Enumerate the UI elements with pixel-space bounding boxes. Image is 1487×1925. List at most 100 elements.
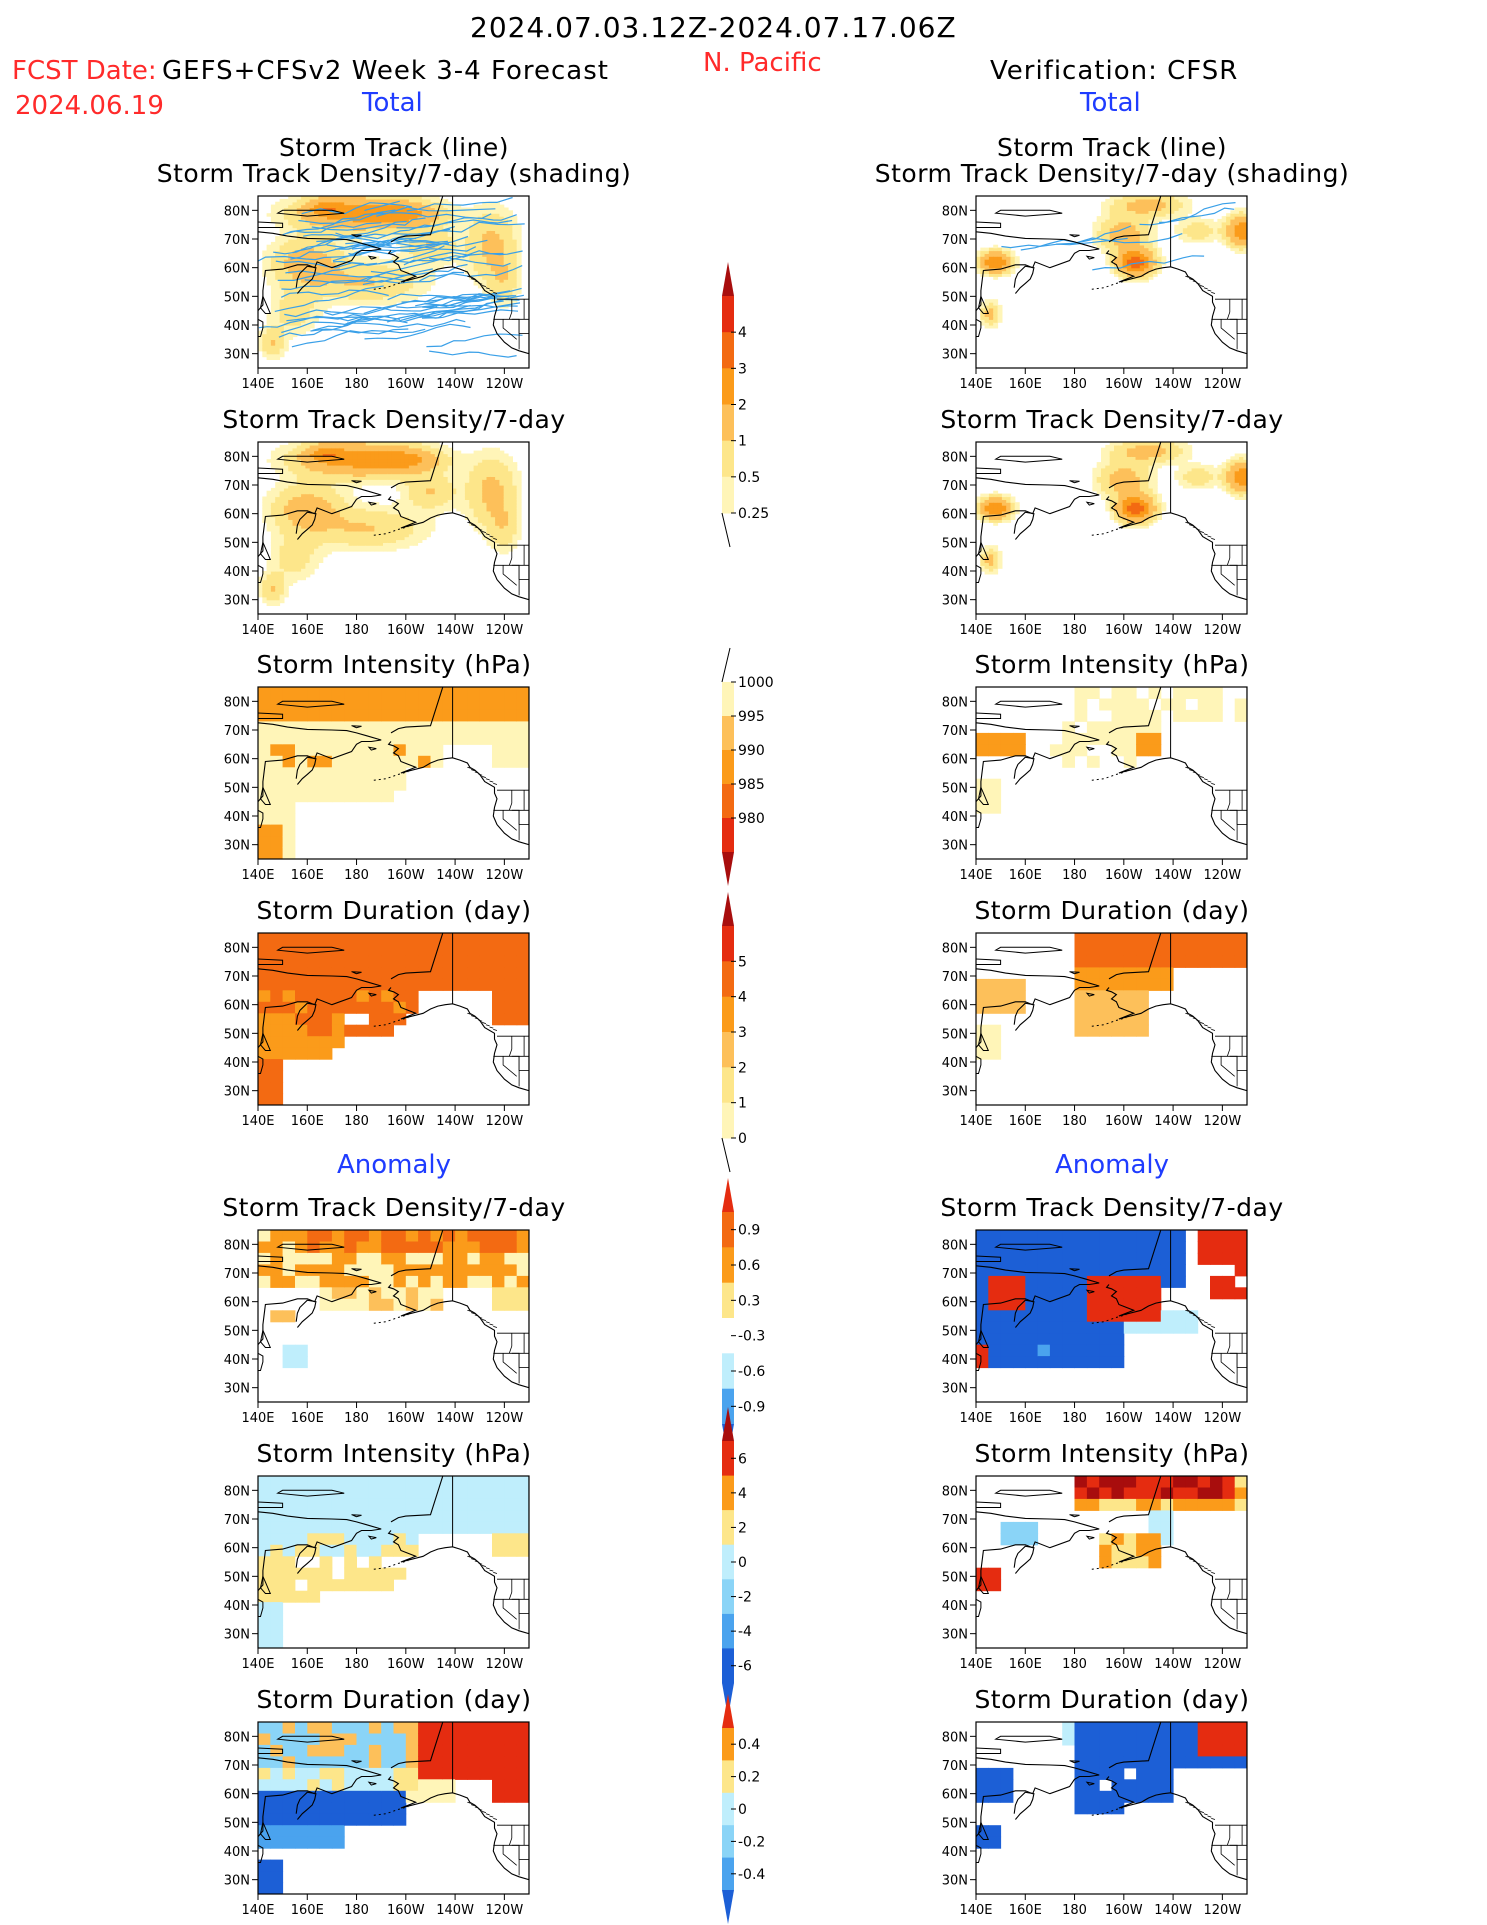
lat-tick-label: 30N bbox=[224, 839, 250, 854]
lat-tick-label: 60N bbox=[942, 999, 968, 1014]
lon-tick-label: 160E bbox=[1009, 1903, 1042, 1918]
lat-tick-label: 40N bbox=[224, 810, 250, 825]
lat-tick-label: 30N bbox=[942, 839, 968, 854]
lon-tick-label: 160W bbox=[1105, 868, 1143, 883]
lon-tick-label: 180 bbox=[1062, 1657, 1087, 1672]
lon-tick-label: 160W bbox=[1105, 1657, 1143, 1672]
lat-tick-label: 70N bbox=[224, 724, 250, 739]
region-title: N. Pacific bbox=[703, 48, 822, 78]
lon-tick-label: 160W bbox=[387, 623, 425, 638]
anomaly-label-right: Anomaly bbox=[1055, 1150, 1170, 1180]
lon-tick-label: 160W bbox=[1105, 377, 1143, 392]
lat-tick-label: 40N bbox=[224, 1056, 250, 1071]
colorbar-label: -6 bbox=[738, 1659, 752, 1675]
lat-tick-label: 80N bbox=[942, 1484, 968, 1499]
lat-tick-label: 50N bbox=[224, 781, 250, 796]
colorbar-label: 4 bbox=[738, 990, 747, 1006]
lon-tick-label: 160W bbox=[387, 1903, 425, 1918]
map-forecast-density-anomaly: 80N 70N 60N 50N 40N 30N 140E 160E 180 160W 140W 120… bbox=[224, 1229, 530, 1426]
lat-tick-label: 50N bbox=[942, 536, 968, 551]
title-r4: Storm Duration (day) bbox=[974, 896, 1250, 925]
lat-tick-label: 30N bbox=[224, 1382, 250, 1397]
lon-tick-label: 140E bbox=[241, 623, 274, 638]
anomaly-label-left: Anomaly bbox=[337, 1150, 452, 1180]
title-r5: Storm Track Density/7-day bbox=[940, 1193, 1284, 1222]
lat-tick-label: 70N bbox=[942, 1267, 968, 1282]
lat-tick-label: 60N bbox=[224, 1542, 250, 1557]
colorbar-label: 980 bbox=[738, 811, 765, 827]
lon-tick-label: 160W bbox=[1105, 1411, 1143, 1426]
lat-tick-label: 30N bbox=[224, 348, 250, 363]
verification-title: Verification: CFSR bbox=[990, 56, 1239, 86]
lon-tick-label: 180 bbox=[1062, 1411, 1087, 1426]
lat-tick-label: 30N bbox=[942, 594, 968, 609]
lon-tick-label: 180 bbox=[344, 1411, 369, 1426]
colorbar-duration-anomaly: 0.4 0.2 0 -0.2 -0.4 bbox=[722, 1694, 765, 1924]
lat-tick-label: 70N bbox=[224, 233, 250, 248]
lon-tick-label: 120W bbox=[1204, 1114, 1242, 1129]
lat-tick-label: 40N bbox=[224, 1845, 250, 1860]
lon-tick-label: 140W bbox=[436, 623, 474, 638]
lat-tick-label: 40N bbox=[224, 565, 250, 580]
lon-tick-label: 140W bbox=[1154, 1657, 1192, 1672]
lat-tick-label: 40N bbox=[224, 1599, 250, 1614]
colorbar-label: 0.25 bbox=[738, 506, 769, 522]
map-verification-intensity-anomaly: 80N 70N 60N 50N 40N 30N 140E 160E 180 160W 140W 120… bbox=[942, 1475, 1248, 1672]
lat-tick-label: 40N bbox=[942, 1599, 968, 1614]
lon-tick-label: 140W bbox=[436, 1903, 474, 1918]
title-l6: Storm Intensity (hPa) bbox=[256, 1439, 532, 1468]
lon-tick-label: 120W bbox=[486, 1114, 524, 1129]
fcst-date: 2024.06.19 bbox=[15, 91, 164, 121]
colorbar-label: 5 bbox=[738, 954, 747, 970]
map-forecast-duration: 80N 70N 60N 50N 40N 30N 140E 160E 180 160W 140W 120… bbox=[224, 932, 530, 1129]
lon-tick-label: 160E bbox=[291, 377, 324, 392]
lon-tick-label: 160E bbox=[291, 1657, 324, 1672]
lon-tick-label: 140E bbox=[241, 1411, 274, 1426]
lat-tick-label: 40N bbox=[942, 810, 968, 825]
lat-tick-label: 50N bbox=[224, 1570, 250, 1585]
title-l2: Storm Track Density/7-day bbox=[222, 405, 566, 434]
lat-tick-label: 70N bbox=[224, 479, 250, 494]
lat-tick-label: 60N bbox=[224, 753, 250, 768]
map-verification-duration-anomaly: 80N 70N 60N 50N 40N 30N 140E 160E 180 160W 140W 120… bbox=[942, 1721, 1248, 1918]
lon-tick-label: 140E bbox=[959, 1114, 992, 1129]
lat-tick-label: 70N bbox=[224, 1267, 250, 1282]
lon-tick-label: 140E bbox=[241, 1657, 274, 1672]
colorbar-label: -0.4 bbox=[738, 1867, 765, 1883]
colorbar-label: -2 bbox=[738, 1590, 752, 1606]
colorbar-intensity-anomaly: 6 4 2 0 -2 -4 -6 bbox=[722, 1407, 752, 1717]
colorbar-label: 2 bbox=[738, 1060, 747, 1076]
lat-tick-label: 50N bbox=[942, 1570, 968, 1585]
title-r7: Storm Duration (day) bbox=[974, 1685, 1250, 1714]
lon-tick-label: 140W bbox=[1154, 868, 1192, 883]
lon-tick-label: 180 bbox=[1062, 1114, 1087, 1129]
lon-tick-label: 120W bbox=[1204, 1657, 1242, 1672]
total-label-right: Total bbox=[1080, 88, 1141, 118]
lat-tick-label: 50N bbox=[942, 1816, 968, 1831]
lat-tick-label: 70N bbox=[942, 1513, 968, 1528]
lat-tick-label: 60N bbox=[224, 1788, 250, 1803]
map-verification-density: 80N 70N 60N 50N 40N 30N 140E 160E 180 160W 140W 120… bbox=[942, 441, 1248, 638]
colorbar-label: 0.3 bbox=[738, 1293, 760, 1309]
colorbar-label: 1 bbox=[738, 434, 747, 450]
lat-tick-label: 30N bbox=[224, 594, 250, 609]
lat-tick-label: 80N bbox=[224, 1238, 250, 1253]
title-r1-b: Storm Track Density/7-day (shading) bbox=[874, 159, 1350, 188]
map-verification-duration: 80N 70N 60N 50N 40N 30N 140E 160E 180 160W 140W 120… bbox=[942, 932, 1248, 1129]
lon-tick-label: 140W bbox=[1154, 1114, 1192, 1129]
colorbar-label: 0.2 bbox=[738, 1770, 760, 1786]
lat-tick-label: 60N bbox=[224, 999, 250, 1014]
lon-tick-label: 160E bbox=[291, 1114, 324, 1129]
lon-tick-label: 160E bbox=[1009, 1411, 1042, 1426]
title-l5: Storm Track Density/7-day bbox=[222, 1193, 566, 1222]
map-forecast-track: 80N 70N 60N 50N 40N 30N 140E 160E 180 160W 140W 120… bbox=[224, 195, 530, 392]
lat-tick-label: 30N bbox=[224, 1874, 250, 1889]
lon-tick-label: 180 bbox=[1062, 623, 1087, 638]
lon-tick-label: 140E bbox=[959, 868, 992, 883]
lon-tick-label: 140E bbox=[241, 377, 274, 392]
lat-tick-label: 80N bbox=[224, 695, 250, 710]
lon-tick-label: 120W bbox=[1204, 1411, 1242, 1426]
title-l4: Storm Duration (day) bbox=[256, 896, 532, 925]
lat-tick-label: 60N bbox=[224, 262, 250, 277]
lat-tick-label: 80N bbox=[224, 204, 250, 219]
